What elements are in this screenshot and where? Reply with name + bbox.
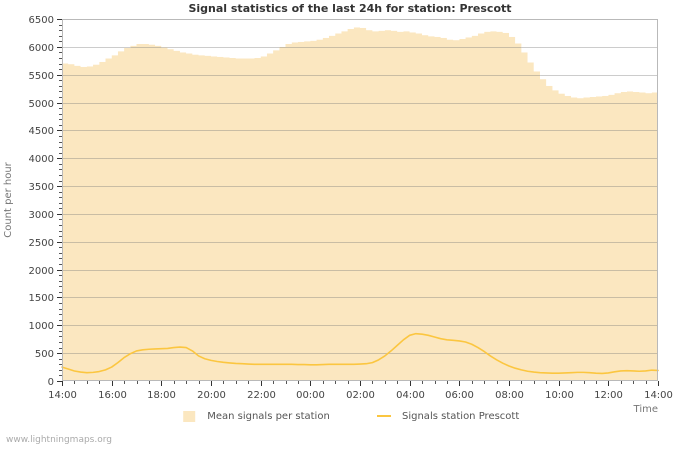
ytick-label-6000: 6000 [29, 43, 54, 54]
xtick-label-8: 06:00 [445, 390, 474, 401]
xtick-label-3: 20:00 [197, 390, 226, 401]
legend-swatch-area [183, 411, 196, 422]
ytick-label-4500: 4500 [29, 126, 54, 137]
ytick-label-5500: 5500 [29, 71, 54, 82]
x-axis-label: Time [633, 404, 658, 415]
watermark: www.lightningmaps.org [6, 435, 112, 445]
xtick-label-9: 08:00 [495, 390, 524, 401]
xtick-label-6: 02:00 [346, 390, 375, 401]
area-series-mean-signals [62, 27, 658, 381]
ytick-label-0: 0 [48, 377, 54, 388]
ytick-label-2000: 2000 [29, 266, 54, 277]
ytick-label-2500: 2500 [29, 238, 54, 249]
legend-label-0: Mean signals per station [207, 411, 330, 422]
xtick-label-0: 14:00 [48, 390, 77, 401]
xtick-label-5: 00:00 [296, 390, 325, 401]
legend-label-1: Signals station Prescott [402, 411, 519, 422]
ytick-label-6500: 6500 [29, 15, 54, 26]
line-series-station-prescott [61, 332, 659, 375]
xtick-label-4: 22:00 [247, 390, 276, 401]
xtick-label-2: 18:00 [147, 390, 176, 401]
ytick-label-1500: 1500 [29, 293, 54, 304]
xtick-label-1: 16:00 [98, 390, 127, 401]
ytick-label-1000: 1000 [29, 321, 54, 332]
xtick-label-12: 14:00 [644, 390, 673, 401]
xtick-label-7: 04:00 [396, 390, 425, 401]
area-upper-mask [62, 19, 658, 99]
y-axis-label: Count per hour [3, 161, 14, 237]
chart-title: Signal statistics of the last 24h for st… [188, 2, 511, 15]
ytick-label-3500: 3500 [29, 182, 54, 193]
plot-frame [62, 19, 658, 381]
ytick-label-3000: 3000 [29, 210, 54, 221]
xtick-label-10: 10:00 [545, 390, 574, 401]
ytick-label-500: 500 [35, 349, 54, 360]
ytick-label-4000: 4000 [29, 154, 54, 165]
ytick-label-5000: 5000 [29, 99, 54, 110]
xtick-label-11: 12:00 [594, 390, 623, 401]
